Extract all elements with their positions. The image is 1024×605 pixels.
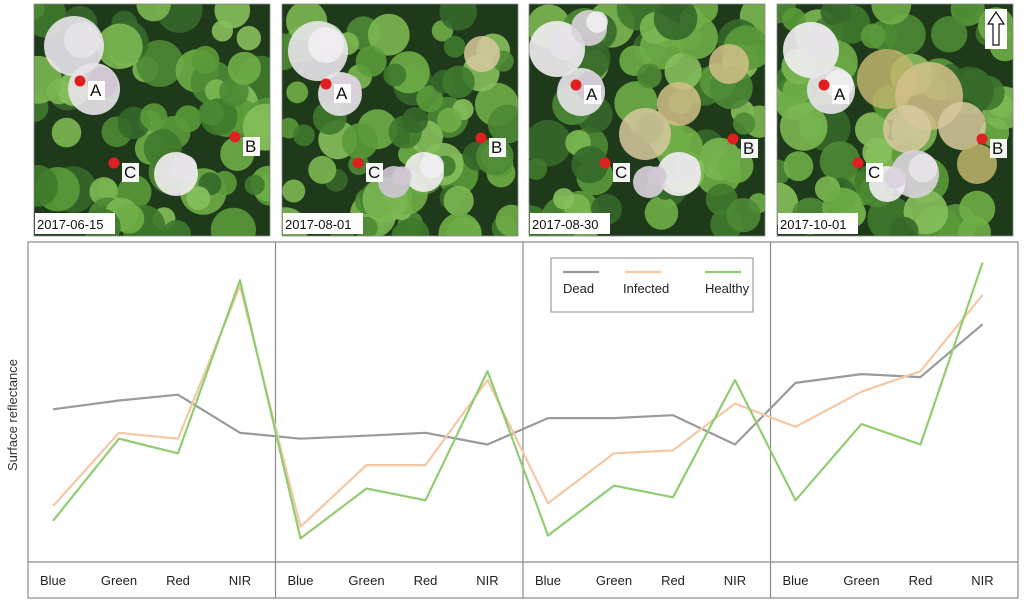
site-label-c: C [868,163,880,182]
date-label-bg [35,213,115,234]
tree-canopy [529,4,765,236]
site-marker-a [320,78,332,90]
site-label-bg [334,84,351,103]
photo-border [281,3,519,237]
site-label-a: A [834,85,846,104]
legend: Dead Infected Healthy [550,257,754,313]
legend-label-infected: Infected [623,281,669,296]
legend-box [550,257,754,313]
x-tick-label: Green [348,573,384,588]
photo-border [776,3,1014,237]
aerial-photo: A B C 2017-06-15 [34,4,270,236]
site-label-b: B [992,139,1003,158]
site-label-c: C [615,163,627,182]
site-marker-a [74,75,86,87]
photo-border [528,3,766,237]
date-label-bg [778,213,858,234]
site-marker-b [976,133,988,145]
site-label-a: A [336,84,348,103]
site-marker-c [108,157,120,169]
x-tick-label: Red [661,573,685,588]
site-label-bg [613,163,630,182]
site-marker-c [852,157,864,169]
site-label-a: A [586,85,598,104]
site-marker-b [475,132,487,144]
site-label-a: A [90,81,102,100]
site-label-bg [366,163,383,182]
site-marker-b [229,131,241,143]
aerial-photo-row: ABC2017-06-15ABC2017-08-01ABC2017-08-30A… [33,3,1014,237]
x-tick-label: Red [909,573,933,588]
photo-date-label: 2017-08-01 [285,217,352,232]
y-axis-label: Surface reflectance [5,359,20,471]
site-label-b: B [245,137,256,156]
site-marker-b [727,133,739,145]
x-tick-label: NIR [229,573,251,588]
x-tick-label: Green [101,573,137,588]
site-label-c: C [368,163,380,182]
site-label-bg [243,137,260,156]
x-tick-label: NIR [724,573,746,588]
x-tick-label: Blue [782,573,808,588]
aerial-photo: A B C 2017-10-01 [777,4,1013,236]
site-label-bg [489,138,506,157]
site-label-bg [990,139,1007,158]
photo-date-label: 2017-10-01 [780,217,847,232]
site-label-bg [741,139,758,158]
site-marker-c [599,157,611,169]
x-tick-label: NIR [476,573,498,588]
aerial-photo: A B C 2017-08-30 [529,4,765,236]
site-marker-a [818,79,830,91]
x-tick-label: Red [414,573,438,588]
x-tick-label: Blue [40,573,66,588]
site-label-bg [866,163,883,182]
site-label-b: B [491,138,502,157]
x-tick-label: NIR [971,573,993,588]
x-tick-label: Green [596,573,632,588]
x-tick-label: Blue [287,573,313,588]
series-line-healthy [52,262,984,540]
date-label-bg [283,213,363,234]
site-marker-a [570,79,582,91]
site-label-bg [832,85,849,104]
legend-label-dead: Dead [563,281,594,296]
site-label-b: B [743,139,754,158]
photo-date-label: 2017-06-15 [37,217,104,232]
site-marker-c [352,157,364,169]
aerial-photo: A B C 2017-08-01 [282,4,518,236]
photo-date-label: 2017-08-30 [532,217,599,232]
site-label-bg [122,163,139,182]
site-label-c: C [124,163,136,182]
north-arrow-icon [985,9,1007,49]
site-label-bg [88,81,105,100]
x-tick-label: Green [843,573,879,588]
date-label-bg [530,213,610,234]
series-line-infected [52,285,984,528]
legend-label-healthy: Healthy [705,281,750,296]
reflectance-chart: Surface reflectance Blue Green Red NIR Blue G… [5,241,1019,599]
x-tick-label: Blue [535,573,561,588]
photo-border [33,3,271,237]
x-tick-label: Red [166,573,190,588]
site-label-bg [584,85,601,104]
series-line-dead [52,323,984,446]
